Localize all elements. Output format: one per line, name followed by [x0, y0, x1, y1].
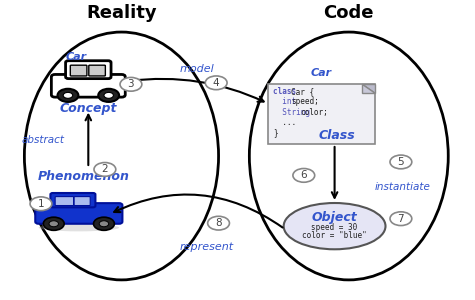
- Text: class: class: [273, 87, 301, 96]
- Text: 7: 7: [398, 214, 404, 224]
- Circle shape: [57, 89, 78, 102]
- FancyBboxPatch shape: [89, 65, 105, 76]
- Text: 8: 8: [215, 218, 222, 228]
- Text: Class: Class: [319, 129, 355, 142]
- Circle shape: [293, 169, 315, 182]
- Text: speed = 30: speed = 30: [312, 223, 358, 232]
- FancyBboxPatch shape: [74, 196, 90, 206]
- Text: Car {: Car {: [292, 87, 314, 96]
- Circle shape: [99, 221, 109, 227]
- Text: Code: Code: [323, 4, 374, 22]
- Circle shape: [120, 77, 142, 91]
- Ellipse shape: [284, 203, 386, 249]
- Text: Car: Car: [66, 52, 87, 62]
- Text: represent: represent: [180, 242, 234, 252]
- Text: ...: ...: [273, 118, 296, 127]
- FancyBboxPatch shape: [70, 65, 87, 76]
- Text: 3: 3: [128, 79, 134, 89]
- Ellipse shape: [38, 224, 119, 231]
- Text: }: }: [273, 128, 278, 137]
- Circle shape: [98, 89, 119, 102]
- Text: Reality: Reality: [86, 4, 157, 22]
- Circle shape: [43, 217, 64, 230]
- FancyBboxPatch shape: [55, 196, 74, 206]
- Circle shape: [390, 155, 412, 169]
- Text: Concept: Concept: [59, 102, 117, 115]
- FancyBboxPatch shape: [50, 193, 95, 207]
- Circle shape: [49, 221, 58, 227]
- Text: model: model: [180, 64, 215, 74]
- Text: Object: Object: [312, 211, 358, 224]
- Text: Car: Car: [311, 68, 332, 78]
- Text: int: int: [273, 98, 301, 106]
- Polygon shape: [361, 84, 375, 93]
- Circle shape: [63, 92, 73, 98]
- Text: abstract: abstract: [22, 134, 65, 145]
- Bar: [268, 84, 375, 144]
- Text: 2: 2: [102, 164, 108, 174]
- Text: color = "blue": color = "blue": [302, 231, 367, 240]
- Circle shape: [390, 212, 412, 226]
- Circle shape: [30, 197, 52, 211]
- FancyBboxPatch shape: [51, 74, 125, 97]
- FancyBboxPatch shape: [35, 203, 123, 224]
- Circle shape: [208, 216, 229, 230]
- Circle shape: [104, 92, 114, 98]
- Text: 4: 4: [213, 78, 219, 88]
- Text: String: String: [273, 108, 314, 117]
- Text: 5: 5: [398, 157, 404, 167]
- Text: speed;: speed;: [292, 98, 319, 106]
- Text: Phenomenon: Phenomenon: [38, 170, 130, 183]
- Text: color;: color;: [301, 108, 329, 117]
- Text: 1: 1: [38, 199, 44, 209]
- FancyBboxPatch shape: [66, 61, 111, 79]
- Circle shape: [94, 217, 114, 230]
- Text: instantiate: instantiate: [375, 182, 431, 192]
- Circle shape: [205, 76, 227, 90]
- Circle shape: [94, 163, 116, 176]
- Text: 6: 6: [301, 170, 307, 180]
- Polygon shape: [361, 84, 375, 93]
